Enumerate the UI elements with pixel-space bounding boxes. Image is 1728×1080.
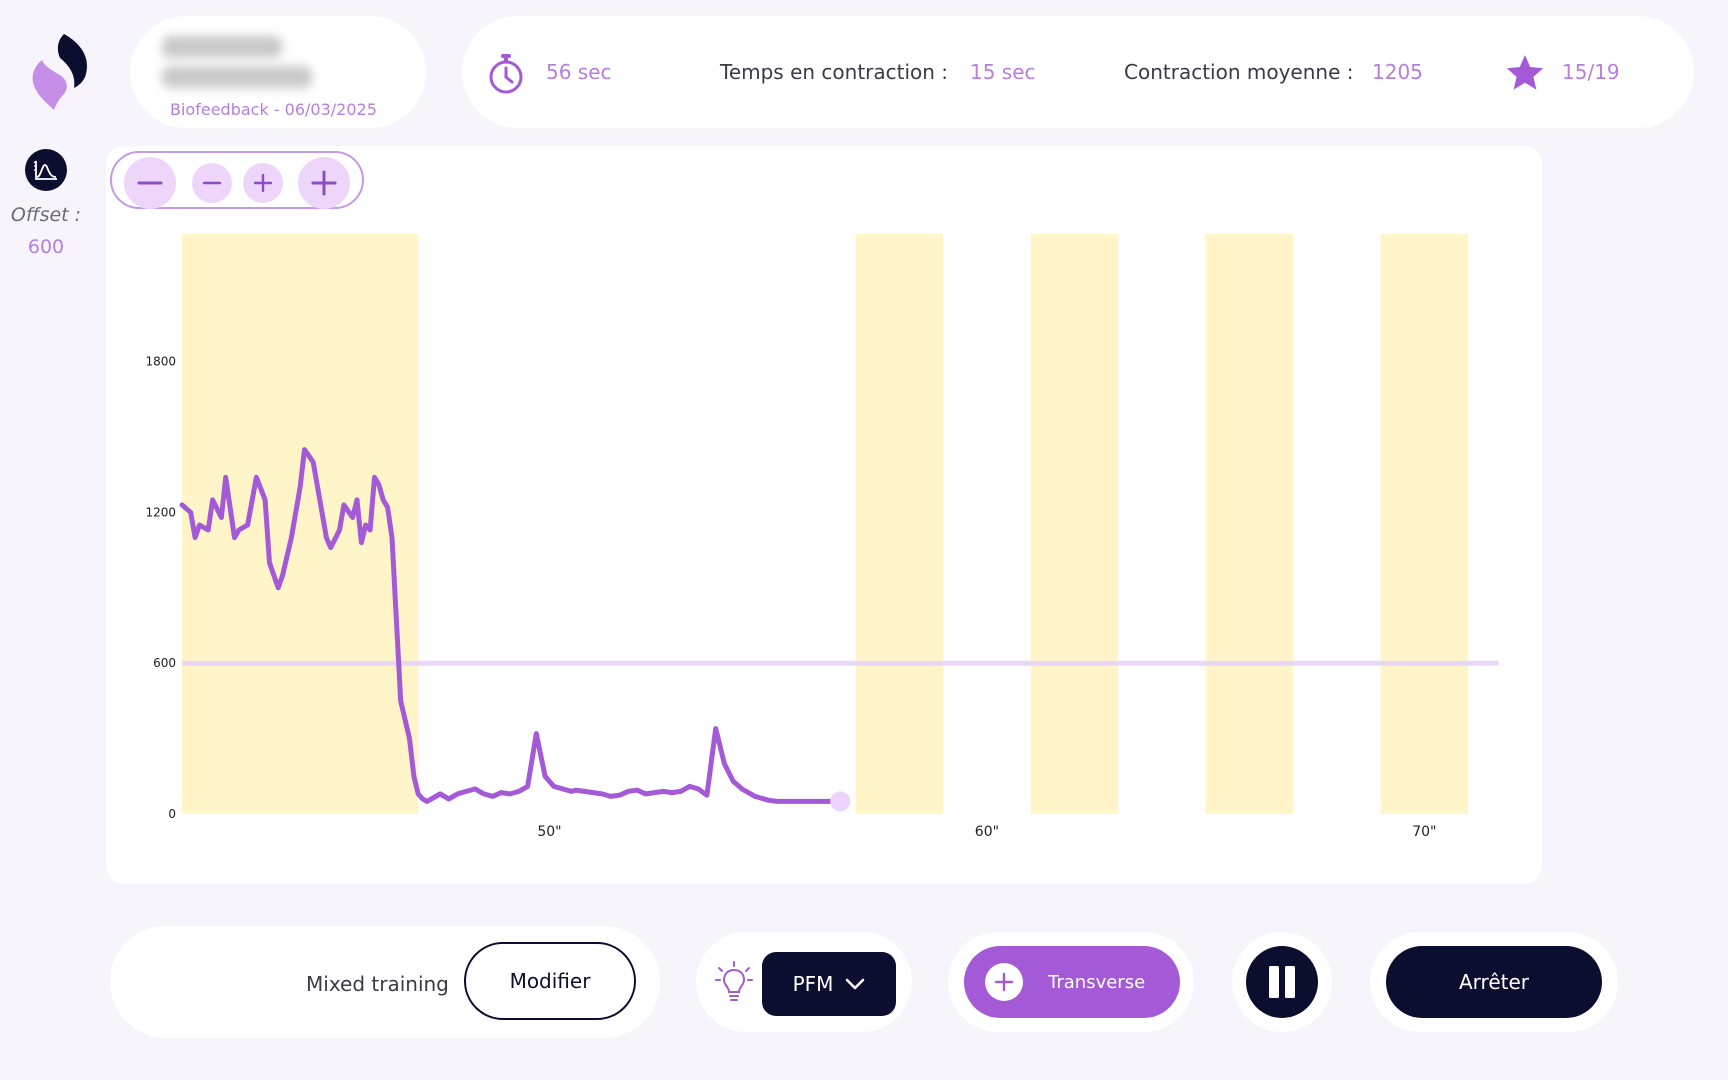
- stop-button[interactable]: Arrêter: [1386, 946, 1602, 1018]
- mean-contraction-value: 1205: [1372, 60, 1423, 84]
- plus-circle-icon: [985, 963, 1023, 1001]
- contraction-window: [1380, 234, 1469, 814]
- plus-icon: [311, 170, 337, 196]
- patient-detail-redacted: [162, 66, 312, 88]
- x-tick-label: 70": [1412, 824, 1436, 840]
- transverse-button[interactable]: Transverse: [964, 946, 1180, 1018]
- offset-value: 600: [27, 236, 65, 258]
- stop-card: Arrêter: [1370, 932, 1618, 1032]
- mean-contraction-label: Contraction moyenne :: [1124, 60, 1354, 84]
- contraction-window: [1030, 234, 1119, 814]
- biofeedback-chart: 0 600 1200 1800 50" 60" 70": [145, 234, 1499, 840]
- contraction-time-label: Temps en contraction :: [720, 60, 949, 84]
- zoom-in-small-button[interactable]: [243, 163, 283, 203]
- zoom-out-small-button[interactable]: [192, 163, 232, 203]
- current-point-marker: [830, 791, 851, 812]
- lightbulb-icon[interactable]: [714, 960, 754, 1004]
- patient-name-redacted: [162, 36, 282, 58]
- plus-icon: [253, 173, 273, 193]
- score-value: 15/19: [1562, 60, 1620, 84]
- offset-label: Offset :: [10, 204, 82, 226]
- modify-button[interactable]: Modifier: [464, 942, 636, 1020]
- signal-curve-icon: [33, 160, 57, 180]
- minus-icon: [137, 181, 163, 185]
- stopwatch-icon: [489, 54, 523, 94]
- contraction-window: [182, 234, 419, 814]
- transverse-label: Transverse: [1048, 972, 1146, 993]
- muscle-card: PFM: [696, 932, 912, 1032]
- x-tick-label: 50": [537, 824, 561, 840]
- chevron-down-icon: [846, 978, 865, 990]
- chart-panel: 0 600 1200 1800 50" 60" 70": [106, 146, 1542, 884]
- timer-value: 56 sec: [546, 60, 612, 84]
- muscle-select-value: PFM: [792, 972, 834, 996]
- zoom-controls: [110, 151, 364, 209]
- contraction-time-value: 15 sec: [970, 60, 1036, 84]
- offset-icon[interactable]: [25, 149, 67, 191]
- x-tick-label: 60": [975, 824, 999, 840]
- y-tick-label: 0: [168, 807, 176, 821]
- pause-icon: [1269, 966, 1295, 998]
- pause-card: [1232, 932, 1332, 1032]
- contraction-window: [1205, 234, 1294, 814]
- training-mode-card: Mixed training Modifier: [110, 926, 660, 1038]
- star-icon: [1506, 55, 1544, 90]
- minus-icon: [202, 181, 222, 185]
- zoom-in-large-button[interactable]: [298, 157, 350, 209]
- pause-button[interactable]: [1246, 946, 1318, 1018]
- training-mode-label: Mixed training: [306, 972, 449, 996]
- app-logo: [32, 34, 88, 110]
- y-tick-label: 600: [153, 656, 176, 670]
- zoom-out-large-button[interactable]: [124, 157, 176, 209]
- signal-line: [179, 447, 841, 804]
- session-stats-bar: 56 sec Temps en contraction : 15 sec Con…: [462, 16, 1694, 128]
- contraction-window: [855, 234, 944, 814]
- patient-card: Biofeedback - 06/03/2025: [130, 16, 426, 128]
- exercise-card: Transverse: [948, 932, 1194, 1032]
- session-label: Biofeedback - 06/03/2025: [170, 100, 377, 119]
- y-tick-label: 1800: [145, 355, 176, 369]
- muscle-select[interactable]: PFM: [762, 952, 896, 1016]
- y-tick-label: 1200: [145, 505, 176, 519]
